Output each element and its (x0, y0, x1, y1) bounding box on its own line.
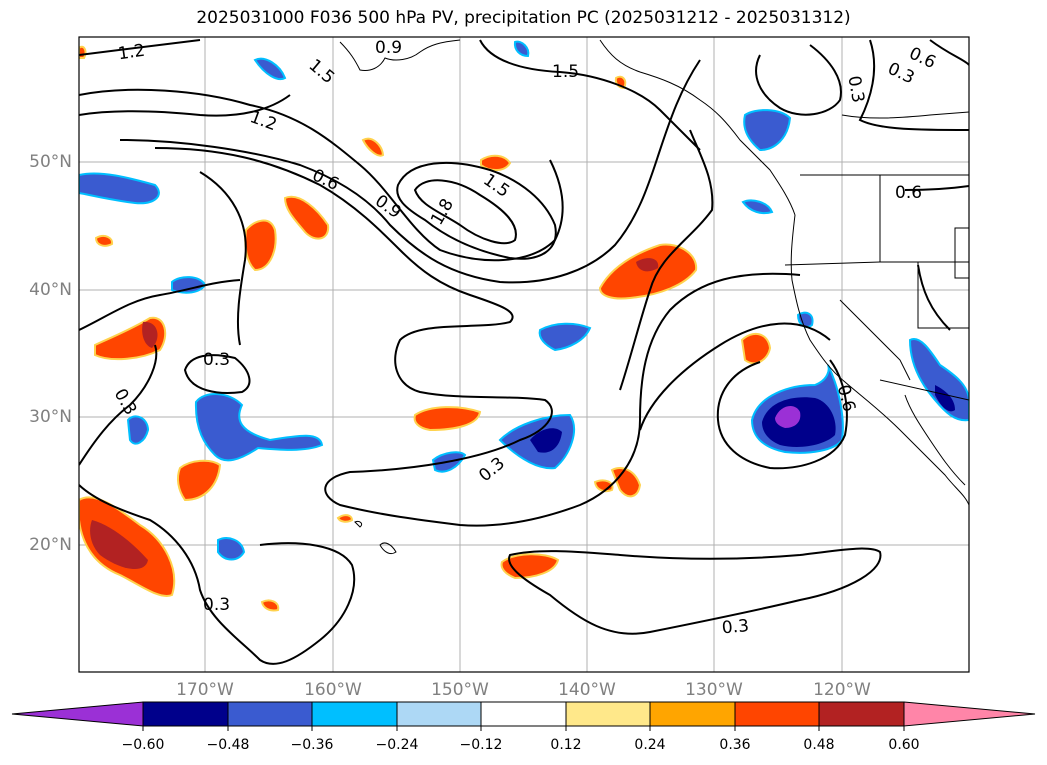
precip-negative-area (741, 199, 774, 215)
colorbar-tick: 0.36 (719, 737, 751, 753)
precip-negative-area (538, 322, 592, 352)
precip-negative-area (513, 40, 530, 58)
pv-contour-1.8 (413, 179, 517, 245)
pv-contour-0.9 (119, 59, 701, 284)
contour-label: 0.9 (371, 191, 405, 223)
pv-contour-0.3 (508, 547, 882, 635)
contour-label: 1.8 (427, 195, 458, 228)
pv-contours (79, 39, 969, 665)
pv-contour-0.6 (619, 129, 714, 391)
lon-label-130W: 130°W (685, 680, 743, 700)
precip-positive-area (413, 406, 482, 432)
lat-label-40N: 40°N (29, 280, 72, 300)
contour-label: 0.3 (203, 595, 230, 615)
lon-label-120W: 120°W (813, 680, 871, 700)
colorbar-tick: −0.24 (375, 737, 419, 753)
pv-contour-0.3 (183, 354, 251, 394)
precip-positive-area (336, 514, 354, 523)
colorbar-tick: −0.12 (459, 737, 503, 753)
contour-label: 0.3 (110, 385, 141, 418)
lat-label-20N: 20°N (29, 535, 72, 555)
colorbar-tick: −0.60 (121, 737, 165, 753)
pv-contour-0.3 (79, 484, 356, 665)
pv-contour-1.5 (396, 161, 557, 260)
contour-label: 0.3 (203, 350, 230, 370)
contour-label: 0.6 (895, 183, 922, 203)
lon-label-160W: 160°W (304, 680, 362, 700)
contour-label: 0.3 (721, 616, 750, 638)
colorbar-tick: 0.24 (634, 737, 666, 753)
precip-negative-core (935, 385, 955, 412)
lat-label-30N: 30°N (29, 407, 72, 427)
lon-label-170W: 170°W (176, 680, 234, 700)
pv-contour-0.6 (858, 39, 969, 131)
precip-anomaly-fills (79, 40, 969, 612)
precip-positive-area (244, 219, 277, 272)
pv-contour-0.9 (79, 94, 291, 117)
pv-contour-0.3 (929, 39, 969, 66)
precip-positive-area (94, 234, 114, 247)
pv-contour-1.2 (79, 39, 201, 56)
contour-label: 0.3 (843, 74, 867, 104)
pv-contour-0.3 (79, 344, 158, 466)
contour-label: 1.5 (552, 62, 579, 82)
contour-label: 0.3 (475, 453, 509, 486)
precip-negative-core (762, 397, 836, 447)
pv-contour-0.6 (904, 185, 969, 191)
pv-contour-0.6 (716, 359, 848, 470)
map-frame (78, 36, 970, 673)
precip-negative-area (908, 338, 969, 422)
colorbar-tick: −0.48 (206, 737, 250, 753)
precip-positive-area (740, 332, 772, 365)
precip-negative-area (796, 311, 814, 328)
lon-label-140W: 140°W (558, 680, 616, 700)
precip-positive-core (636, 258, 659, 272)
precip-positive-area (260, 599, 280, 612)
contour-label: 0.9 (375, 38, 402, 58)
coastlines (339, 39, 969, 555)
colorbar-tick: −0.36 (290, 737, 334, 753)
precip-positive-area (283, 195, 330, 240)
precip-negative-area (253, 57, 287, 80)
precip-positive-area (79, 45, 87, 59)
precip-positive-area (361, 137, 385, 157)
precip-positive-core (142, 321, 158, 348)
precip-negative-peak (775, 406, 801, 428)
pv-contour-0.6 (199, 171, 247, 346)
lon-label-150W: 150°W (431, 680, 489, 700)
lat-label-50N: 50°N (29, 152, 72, 172)
colorbar-tick: 0.12 (550, 737, 582, 753)
precip-negative-area (217, 537, 246, 561)
chart-title: 2025031000 F036 500 hPa PV, precipitatio… (196, 8, 851, 28)
pv-contour-1.5 (479, 39, 701, 151)
precip-negative-core (530, 428, 562, 453)
colorbar-extend-high (903, 701, 1036, 727)
pv-contour-0.6 (154, 147, 801, 527)
colorbar (11, 701, 1036, 731)
pv-contour-1.2 (79, 88, 564, 262)
colorbar-tick: 0.60 (888, 737, 920, 753)
precip-positive-core (90, 520, 148, 570)
precip-negative-area (743, 109, 792, 152)
precip-negative-area (126, 415, 150, 445)
precip-positive-area (176, 459, 222, 502)
precip-positive-area (610, 467, 642, 498)
contour-label: 1.2 (117, 41, 147, 65)
precip-negative-area (171, 276, 207, 294)
colorbar-extend-low (11, 701, 144, 727)
pv-contour-0.3 (755, 44, 842, 116)
pv-contour-0.3 (79, 279, 241, 331)
colorbar-tick: 0.48 (803, 737, 835, 753)
precip-negative-area (79, 172, 160, 205)
pv-contour-0.3 (639, 322, 831, 431)
precip-positive-area (598, 243, 698, 300)
precip-negative-area (194, 393, 324, 462)
pv-contour-0.3 (917, 264, 951, 331)
